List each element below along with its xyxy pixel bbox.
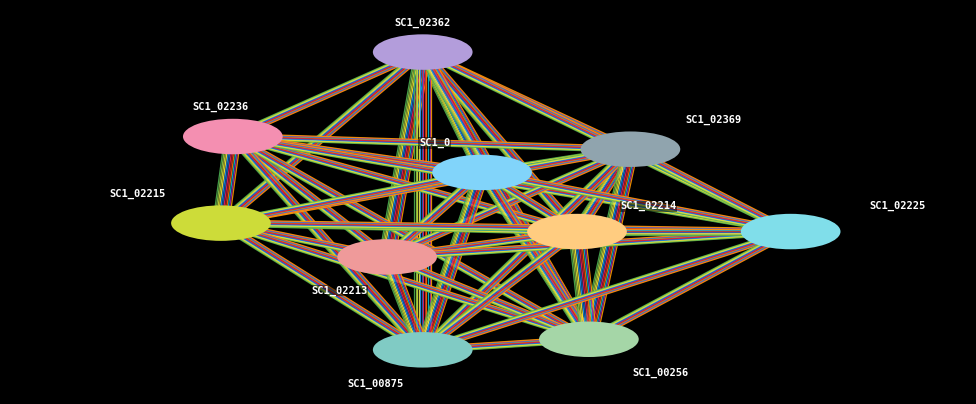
Text: SC1_02236: SC1_02236: [193, 102, 249, 112]
Text: SC1_0: SC1_0: [419, 138, 450, 148]
Circle shape: [373, 34, 472, 70]
Text: SC1_02369: SC1_02369: [685, 115, 742, 125]
Circle shape: [741, 214, 840, 249]
Circle shape: [373, 332, 472, 368]
Text: SC1_02214: SC1_02214: [620, 201, 676, 211]
Text: SC1_02225: SC1_02225: [870, 201, 925, 211]
Circle shape: [183, 119, 283, 154]
Text: SC1_00875: SC1_00875: [347, 379, 403, 389]
Text: SC1_02362: SC1_02362: [394, 17, 451, 27]
Text: SC1_02213: SC1_02213: [311, 286, 368, 296]
Circle shape: [581, 131, 680, 167]
Circle shape: [527, 214, 627, 249]
Text: SC1_00256: SC1_00256: [632, 368, 688, 378]
Circle shape: [338, 239, 437, 275]
Circle shape: [539, 322, 638, 357]
Circle shape: [171, 205, 270, 241]
Circle shape: [432, 155, 532, 190]
Text: SC1_02215: SC1_02215: [109, 188, 166, 199]
